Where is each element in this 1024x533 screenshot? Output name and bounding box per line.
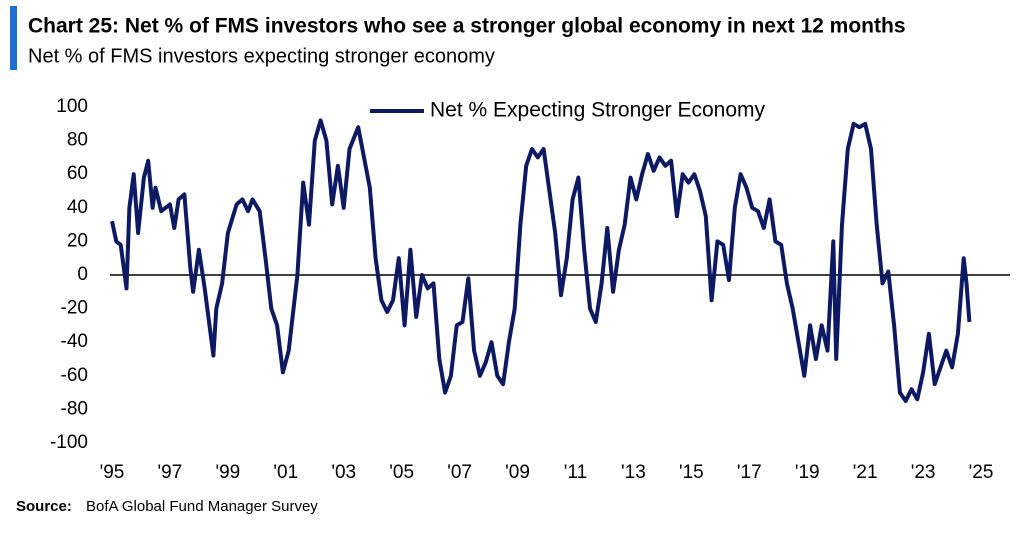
- y-tick-label: 0: [77, 264, 88, 285]
- x-tick-label: '05: [389, 462, 414, 483]
- title-accent: [10, 6, 17, 70]
- y-tick-label: 60: [67, 163, 88, 184]
- source: BofA Global Fund Manager Survey: [86, 498, 318, 515]
- x-tick-label: '17: [737, 462, 762, 483]
- source-label: Source:: [16, 498, 72, 515]
- y-tick-label: -20: [61, 298, 88, 319]
- x-tick-label: '21: [853, 462, 878, 483]
- y-tick-label: 20: [67, 230, 88, 251]
- x-tick-label: '99: [215, 462, 240, 483]
- x-tick-label: '23: [911, 462, 936, 483]
- x-tick-label: '97: [158, 462, 183, 483]
- y-tick-label: 100: [56, 96, 88, 117]
- y-tick-label: 40: [67, 197, 88, 218]
- chart-subtitle: Net % of FMS investors expecting stronge…: [28, 45, 495, 67]
- y-tick-label: -40: [61, 331, 88, 352]
- y-tick-label: -80: [61, 398, 88, 419]
- chart-title: Chart 25: Net % of FMS investors who see…: [28, 15, 906, 38]
- x-tick-label: '95: [100, 462, 125, 483]
- series-line: [110, 118, 972, 403]
- y-tick-label: 80: [67, 130, 88, 151]
- x-tick-label: '09: [505, 462, 530, 483]
- x-tick-label: '07: [447, 462, 472, 483]
- x-tick-label: '19: [795, 462, 820, 483]
- x-tick-label: '15: [679, 462, 704, 483]
- y-tick-label: -100: [50, 432, 88, 453]
- y-tick-label: -60: [61, 365, 88, 386]
- legend-label: Net % Expecting Stronger Economy: [430, 99, 765, 122]
- x-tick-label: '03: [331, 462, 356, 483]
- x-tick-label: '01: [273, 462, 298, 483]
- x-tick-label: '25: [969, 462, 994, 483]
- x-tick-label: '13: [621, 462, 646, 483]
- x-tick-label: '11: [564, 462, 587, 483]
